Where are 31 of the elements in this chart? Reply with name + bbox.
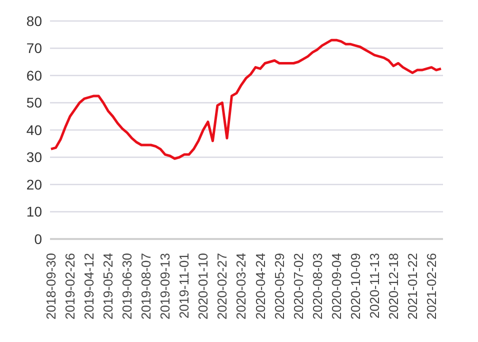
line-series — [50, 38, 442, 160]
y-tick-label: 30 — [26, 149, 42, 166]
x-tick-label: 2019-08-07 — [138, 253, 154, 320]
x-tick-label: 2020-03-24 — [234, 253, 249, 320]
y-tick-label: 50 — [26, 94, 42, 111]
x-tick-label: 2019-05-24 — [100, 253, 116, 320]
x-tick-label: 2019-09-13 — [158, 253, 173, 320]
x-tick-label: 2020-09-04 — [328, 253, 344, 320]
x-tick-label: 2020-04-24 — [252, 253, 268, 320]
y-tick-label: 20 — [26, 176, 42, 192]
x-tick-label: 2020-01-10 — [196, 253, 211, 320]
y-tick-label: 70 — [26, 40, 42, 56]
x-tick-label: 2020-11-13 — [366, 253, 382, 319]
x-tick-label: 2020-12-18 — [386, 253, 401, 320]
x-tick-label: 2019-02-26 — [62, 253, 78, 320]
y-tick-label: 60 — [26, 67, 42, 84]
x-tick-label: 2020-02-27 — [214, 253, 230, 320]
x-tick-label: 2021-01-22 — [404, 253, 420, 320]
y-tick-label: 80 — [26, 12, 42, 29]
y-tick-label: 40 — [26, 122, 42, 138]
x-tick-label: 2018-09-30 — [44, 253, 58, 320]
x-tick-label: 2020-08-03 — [310, 253, 325, 320]
x-tick-label: 2019-04-12 — [82, 253, 97, 320]
x-tick-label: 2019-06-30 — [120, 253, 135, 320]
y-tick-label: 10 — [26, 204, 42, 220]
x-tick-label: 2020-10-09 — [348, 253, 363, 320]
x-tick-label: 2020-05-29 — [272, 253, 287, 320]
x-tick-label: 2021-02-26 — [424, 253, 439, 320]
y-tick-label: 0 — [34, 230, 42, 247]
x-tick-label: 2019-11-01 — [176, 253, 192, 319]
x-tick-label: 2020-07-02 — [290, 253, 306, 320]
